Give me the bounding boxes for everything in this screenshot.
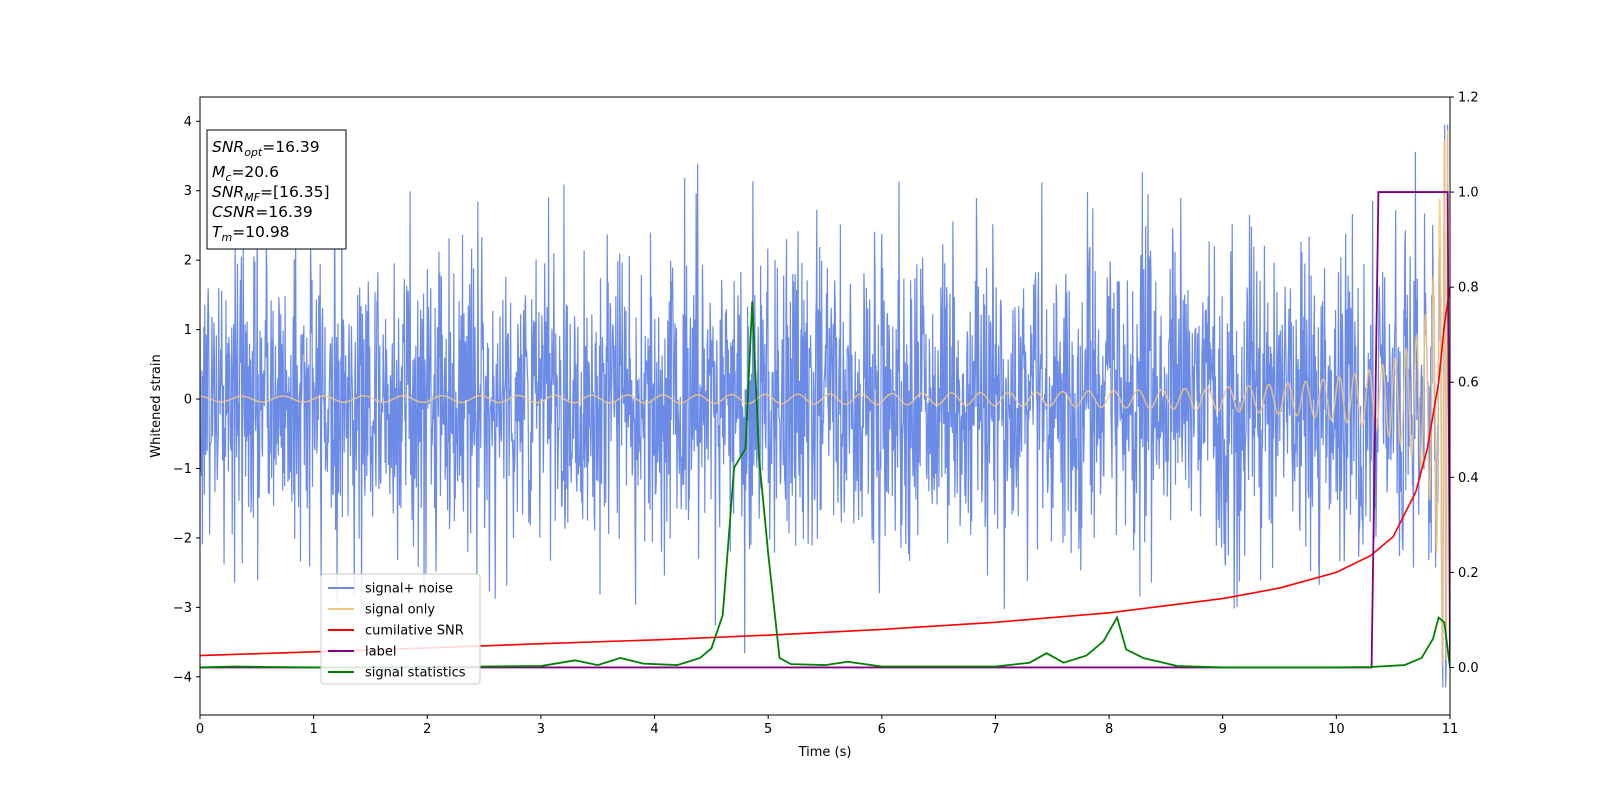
y-right-tick-label: 0.2 [1458, 566, 1479, 581]
x-axis-label: Time (s) [798, 745, 852, 760]
y-axis-right: 0.0 0.2 0.4 0.6 0.8 1.0 1.2 [1450, 91, 1479, 676]
annotation-subscript: m [221, 231, 232, 244]
annotation-subscript: c [225, 171, 231, 184]
annotation-box-frame [206, 129, 347, 250]
series-cumulative-snr-line [200, 287, 1450, 657]
y-right-tick-label: 0.4 [1458, 471, 1479, 486]
legend-label: label [365, 645, 396, 660]
annotation-variable: SNR [212, 138, 244, 156]
annotation-line: SNRopt=16.39 [212, 138, 320, 159]
y-right-tick-label: 1.0 [1458, 186, 1479, 201]
annotation-variable: T [212, 223, 223, 241]
y-left-tick-label: 0 [184, 393, 192, 408]
x-tick-label: 8 [1105, 722, 1113, 737]
series-signal-statistics-line [200, 301, 1450, 669]
annotation-value: =10.98 [232, 223, 289, 241]
annotation-subscript: MF [244, 191, 260, 204]
annotation-line: SNRMF=[16.35] [212, 183, 330, 204]
x-tick-label: 3 [537, 722, 545, 737]
x-tick-label: 5 [764, 722, 772, 737]
y-left-tick-label: 4 [184, 115, 192, 130]
legend-label: signal only [365, 603, 435, 618]
y-left-tick-label: −1 [173, 462, 192, 477]
y-right-tick-label: 0.8 [1458, 281, 1479, 296]
plot-area [200, 124, 1450, 688]
x-tick-label: 6 [878, 722, 886, 737]
legend-frame [320, 573, 481, 685]
legend-label: signal statistics [365, 666, 466, 681]
x-axis: 0 1 2 3 4 5 6 7 8 9 10 11 [196, 715, 1458, 737]
y-left-tick-label: 3 [184, 184, 192, 199]
annotation-value: =16.39 [262, 138, 319, 156]
annotation-value: =[16.35] [260, 183, 329, 201]
legend-label: cumilative SNR [365, 624, 464, 639]
annotation-line: Tm=10.98 [212, 223, 290, 244]
series-signal-noise-line [200, 124, 1450, 688]
annotation-variable: SNR [212, 183, 244, 201]
y-right-tick-label: 1.2 [1458, 91, 1479, 106]
annotation-value: =16.39 [255, 203, 312, 221]
legend-label: signal+ noise [365, 582, 453, 597]
annotation-value: =20.6 [231, 163, 279, 181]
x-tick-label: 10 [1328, 722, 1345, 737]
y-axis-label: Whitened strain [149, 354, 164, 457]
annotation-box: SNRopt=16.39Mc=20.6SNRMF=[16.35]CSNR=16.… [206, 129, 347, 250]
y-left-tick-label: −3 [173, 601, 192, 616]
annotation-subscript: opt [244, 146, 263, 159]
x-tick-label: 1 [309, 722, 317, 737]
x-tick-label: 2 [423, 722, 431, 737]
y-axis-left: −4 −3 −2 −1 0 1 2 3 4 [173, 115, 200, 685]
annotation-line: Mc=20.6 [212, 163, 279, 184]
series-label-line [200, 191, 1450, 669]
x-tick-label: 9 [1219, 722, 1227, 737]
x-tick-label: 7 [991, 722, 999, 737]
y-left-tick-label: 2 [184, 254, 192, 269]
plot-frame [199, 96, 1451, 716]
annotation-line: CSNR=16.39 [212, 203, 313, 221]
series-signal-only-line [200, 129, 1450, 667]
y-left-tick-label: 1 [184, 323, 192, 338]
x-tick-label: 4 [650, 722, 658, 737]
x-tick-label: 0 [196, 722, 204, 737]
y-left-tick-label: −4 [173, 670, 192, 685]
annotation-variable: M [212, 163, 225, 181]
y-right-tick-label: 0.6 [1458, 376, 1479, 391]
annotation-variable: CSNR [212, 203, 255, 221]
x-tick-label: 11 [1442, 722, 1459, 737]
y-left-tick-label: −2 [173, 531, 192, 546]
legend: signal+ noise signal only cumilative SNR la… [320, 573, 481, 685]
y-right-tick-label: 0.0 [1458, 661, 1479, 676]
